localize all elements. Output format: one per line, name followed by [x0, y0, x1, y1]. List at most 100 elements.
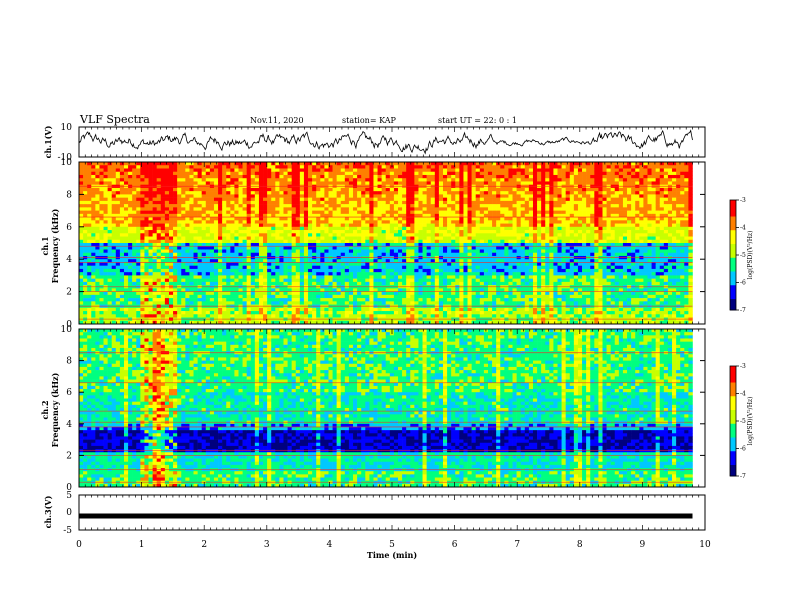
spectrogram-cell: [353, 171, 358, 176]
spectrogram-cell: [451, 213, 456, 218]
spectrogram-cell: [348, 174, 354, 179]
spectrogram-cell: [336, 174, 342, 179]
spectrogram-cell: [312, 210, 317, 215]
spectrogram-cell: [447, 320, 452, 325]
spectrogram-cell: [406, 288, 411, 292]
spectrogram-cell: [144, 226, 149, 231]
spectrogram-cell: [340, 213, 346, 218]
spectrogram-cell: [152, 272, 158, 276]
spectrogram-cell: [324, 236, 329, 241]
spectrogram-cell: [320, 233, 325, 237]
spectrogram-cell: [115, 320, 121, 325]
spectrogram-cell: [438, 200, 444, 205]
spectrogram-cell: [83, 239, 88, 244]
spectrogram-cell: [177, 252, 182, 257]
spectrogram-cell: [320, 191, 325, 195]
spectrogram-cell: [263, 220, 268, 224]
spectrogram-cell: [332, 207, 337, 211]
spectrogram-cell: [361, 275, 366, 279]
spectrogram-cell: [91, 191, 96, 195]
spectrogram-cell: [222, 181, 227, 185]
spectrogram-cell: [193, 272, 198, 276]
spectrogram-cell: [258, 165, 264, 169]
spectrogram-cell: [250, 178, 256, 182]
spectrogram-cell: [230, 207, 235, 211]
spectrogram-cell: [438, 168, 444, 173]
spectrogram-cell: [479, 272, 485, 276]
spectrogram-cell: [393, 191, 399, 195]
spectrogram-cell: [320, 259, 325, 263]
spectrogram-cell: [344, 230, 350, 234]
spectrogram-cell: [152, 239, 158, 244]
spectrogram-cell: [185, 265, 190, 270]
spectrogram-cell: [295, 204, 301, 208]
spectrogram-cell: [238, 243, 243, 247]
spectrogram-cell: [250, 307, 256, 312]
spectrogram-cell: [144, 243, 149, 247]
spectrogram-cell: [258, 178, 264, 182]
spectrogram-cell: [99, 291, 104, 296]
spectrogram-cell: [115, 291, 121, 296]
spectrogram-cell: [336, 294, 342, 299]
spectrogram-cell: [283, 233, 288, 237]
spectrogram-cell: [111, 243, 117, 247]
spectrogram-cell: [164, 288, 170, 292]
spectrogram-cell: [430, 178, 436, 182]
spectrogram-cell: [438, 252, 444, 257]
spectrogram-cell: [438, 204, 444, 208]
spectrogram-cell: [348, 262, 354, 266]
spectrogram-cell: [353, 288, 358, 292]
spectrogram-cell: [467, 272, 472, 276]
spectrogram-cell: [254, 194, 260, 198]
spectrogram-cell: [156, 301, 162, 305]
spectrogram-cell: [340, 272, 346, 276]
spectrogram-cell: [353, 275, 358, 279]
spectrogram-cell: [238, 226, 243, 231]
spectrogram-cell: [373, 249, 378, 254]
spectrogram-cell: [213, 320, 219, 325]
spectrogram-cell: [152, 210, 158, 215]
spectrogram-cell: [348, 268, 354, 273]
spectrogram-cell: [324, 220, 329, 224]
spectrogram-cell: [320, 268, 325, 273]
spectrogram-cell: [369, 213, 374, 218]
spectrogram-cell: [242, 265, 247, 270]
spectrogram-cell: [164, 191, 170, 195]
spectrogram-cell: [320, 320, 325, 325]
spectrogram-cell: [467, 239, 472, 244]
spectrogram-cell: [353, 281, 358, 286]
spectrogram-cell: [398, 194, 403, 198]
spectrogram-cell: [83, 230, 88, 234]
spectrogram-cell: [406, 178, 411, 182]
spectrogram-cell: [258, 204, 264, 208]
spectrogram-cell: [123, 162, 129, 166]
spectrogram-cell: [177, 230, 182, 234]
spectrogram-cell: [201, 281, 207, 286]
spectrogram-cell: [271, 272, 276, 276]
spectrogram-cell: [402, 187, 407, 192]
spectrogram-cell: [79, 268, 84, 273]
spectrogram-cell: [459, 178, 464, 182]
spectrogram-cell: [263, 210, 268, 215]
spectrogram-cell: [83, 236, 88, 241]
spectrogram-cell: [402, 249, 407, 254]
spectrogram-cell: [197, 191, 202, 195]
spectrogram-cell: [438, 207, 444, 211]
spectrogram-cell: [156, 288, 162, 292]
spectrogram-cell: [197, 268, 202, 273]
spectrogram-cell: [299, 265, 305, 270]
spectrogram-cell: [467, 178, 472, 182]
spectrogram-cell: [103, 311, 108, 315]
spectrogram-cell: [348, 197, 354, 202]
spectrogram-cell: [418, 301, 423, 305]
spectrogram-cell: [467, 275, 472, 279]
spectrogram-cell: [128, 272, 133, 276]
spectrogram-cell: [189, 191, 194, 195]
spectrogram-cell: [267, 178, 272, 182]
spectrogram-cell: [222, 301, 227, 305]
spectrogram-cell: [328, 191, 333, 195]
spectrogram-cell: [197, 239, 202, 244]
spectrogram-cell: [475, 191, 481, 195]
spectrogram-cell: [205, 268, 211, 273]
spectrogram-cell: [430, 259, 436, 263]
